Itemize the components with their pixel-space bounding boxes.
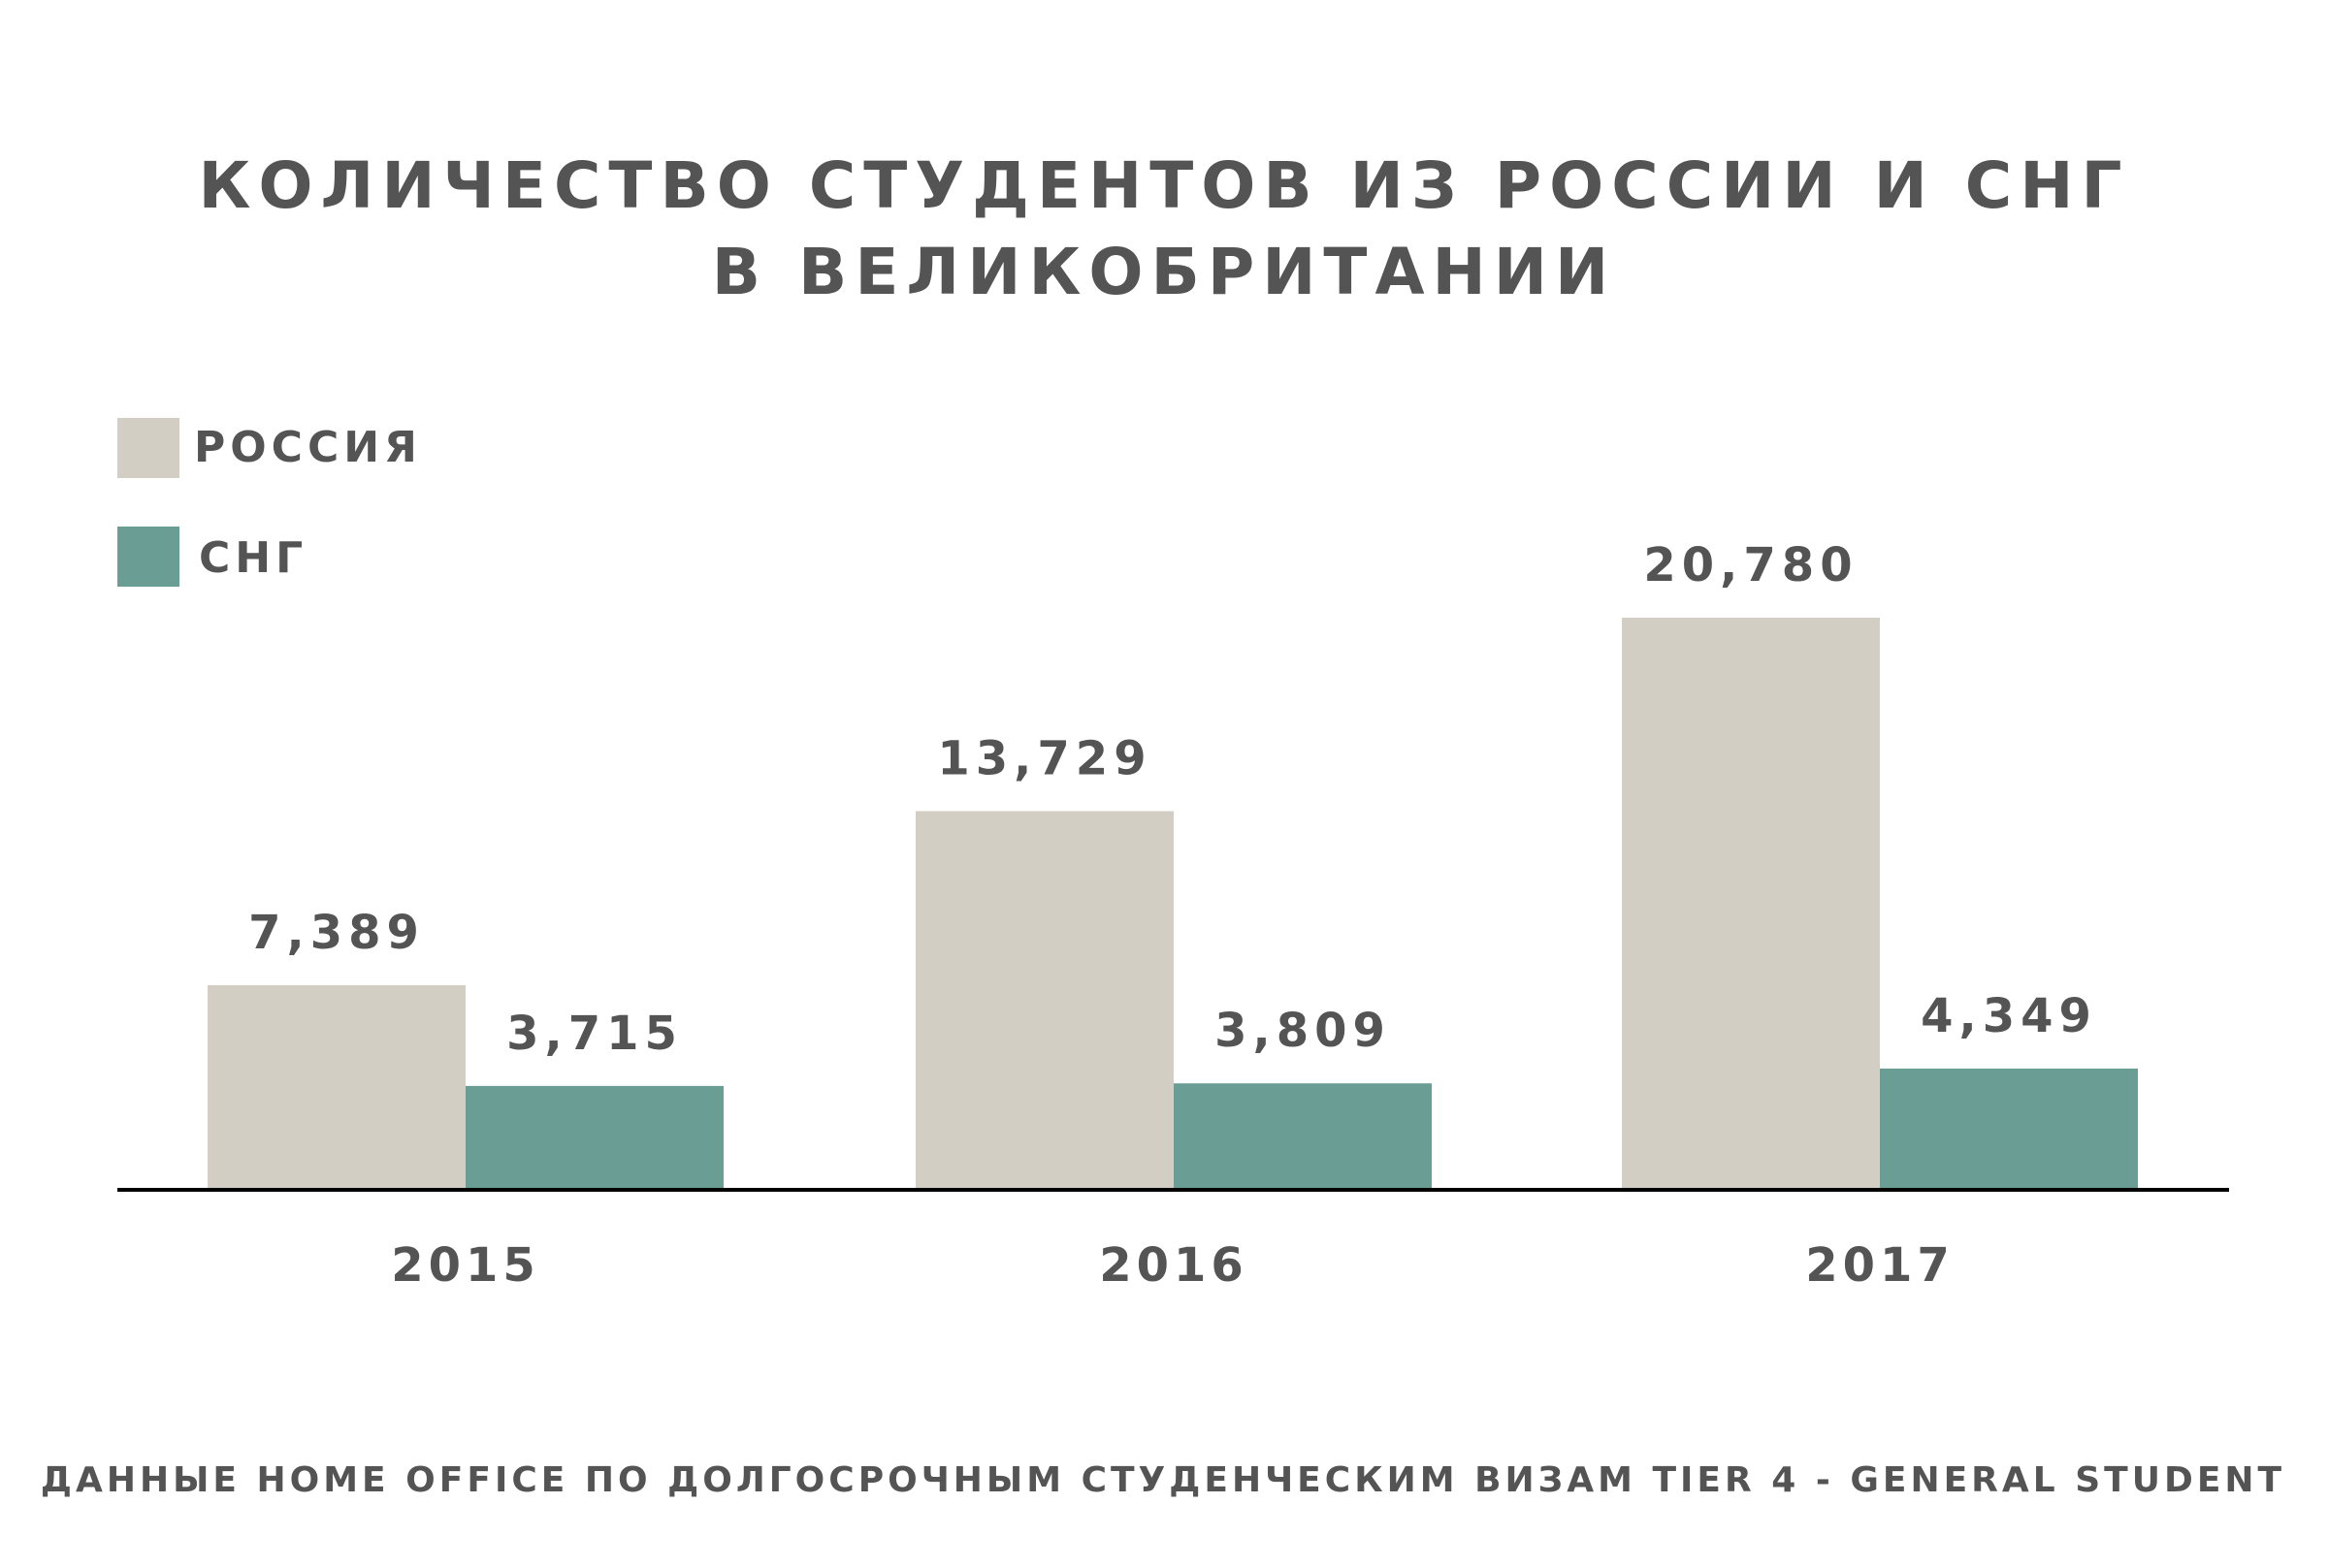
- value-label-cis-2015: 3,715: [506, 1007, 683, 1061]
- value-label-cis-2017: 4,349: [1921, 989, 2097, 1043]
- value-label-cis-2016: 3,809: [1214, 1004, 1391, 1058]
- x-tick-label-2016: 2016: [1099, 1238, 1248, 1293]
- legend-swatch-russia: [117, 418, 179, 478]
- value-labels-group: 7,389 3,715 13,729 3,809 20,780 4,349: [248, 538, 2097, 1061]
- legend-label-cis: СНГ: [199, 533, 307, 583]
- x-tick-label-2017: 2017: [1805, 1238, 1955, 1293]
- bar-russia-2016: [916, 811, 1174, 1188]
- bar-cis-2015: [466, 1085, 724, 1188]
- bars-group: [208, 618, 2138, 1188]
- chart-title-line-2: В ВЕЛИКОБРИТАНИИ: [712, 235, 1617, 309]
- bar-russia-2017: [1622, 618, 1880, 1188]
- value-label-russia-2015: 7,389: [248, 906, 425, 960]
- x-tick-label-2015: 2015: [391, 1238, 540, 1293]
- bar-cis-2016: [1174, 1083, 1432, 1188]
- legend-swatch-cis: [117, 527, 179, 587]
- x-tick-labels-group: 2015 2016 2017: [391, 1238, 1955, 1293]
- bar-cis-2017: [1880, 1068, 2138, 1188]
- source-note: ДАННЫЕ HOME OFFICE ПО ДОЛГОСРОЧНЫМ СТУДЕ…: [41, 1460, 2285, 1500]
- legend-label-russia: РОССИЯ: [194, 423, 422, 472]
- bar-russia-2015: [208, 984, 466, 1188]
- value-label-russia-2017: 20,780: [1643, 538, 1858, 592]
- value-label-russia-2016: 13,729: [937, 732, 1151, 786]
- chart-title-line-1: КОЛИЧЕСТВО СТУДЕНТОВ ИЗ РОССИИ И СНГ: [198, 148, 2129, 223]
